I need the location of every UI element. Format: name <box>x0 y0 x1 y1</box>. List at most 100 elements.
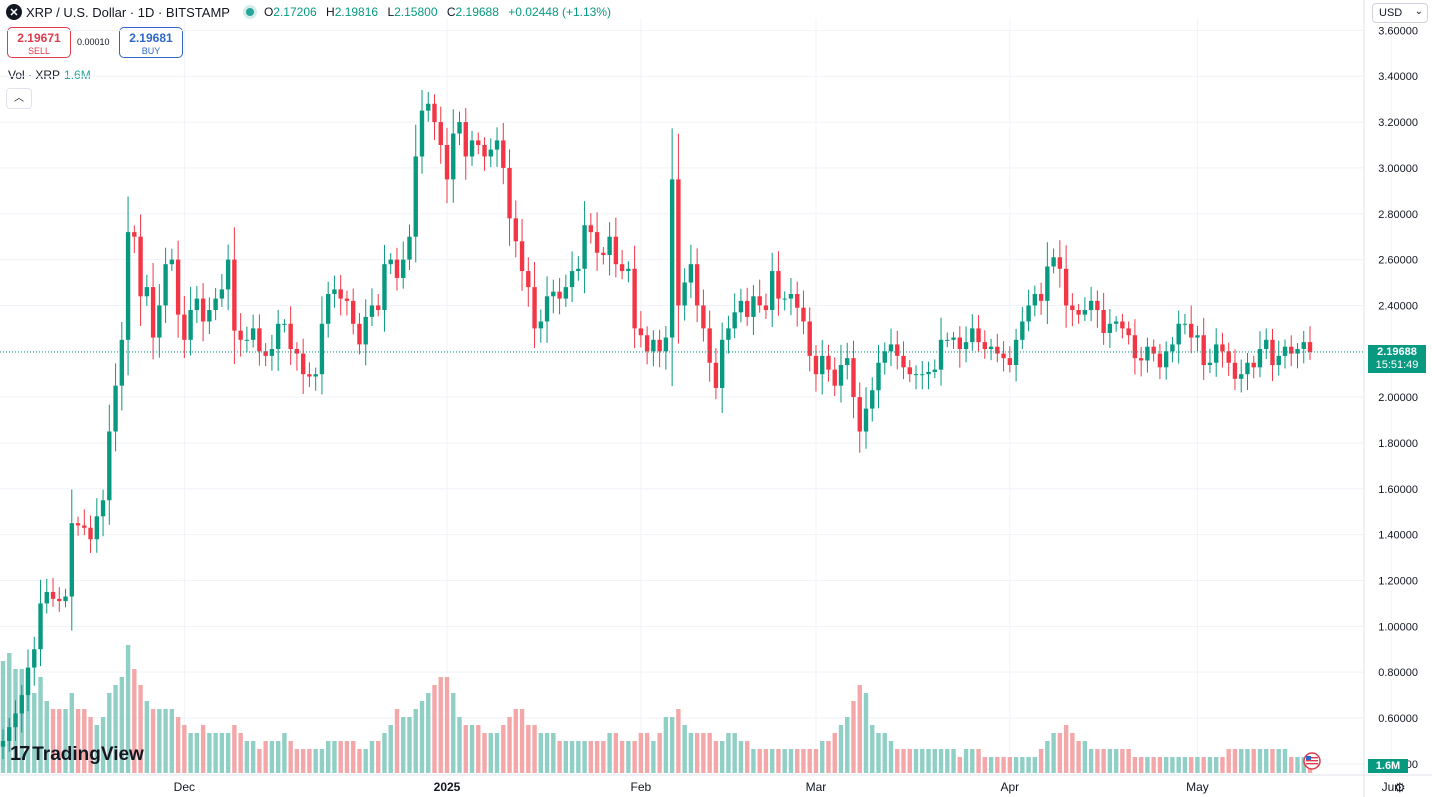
candle-body <box>1151 346 1156 354</box>
volume-bar <box>963 749 969 773</box>
candle-body <box>1026 305 1031 322</box>
volume-bar <box>1088 749 1094 773</box>
x-tick-label: Apr <box>1000 780 1019 794</box>
volume-bar <box>694 733 700 773</box>
candle-body <box>832 369 837 386</box>
symbol-title[interactable]: XRP / U.S. Dollar · 1D · BITSTAMP <box>26 4 230 20</box>
volume-bar <box>150 709 156 773</box>
volume-bar <box>188 733 193 773</box>
candle-body <box>107 431 112 501</box>
volume-bar <box>932 749 937 773</box>
candle-body <box>1001 353 1006 359</box>
last-price-value: 2.19688 <box>1377 346 1417 358</box>
candle-body <box>1201 335 1206 366</box>
candle-body <box>1239 374 1244 379</box>
candle-body <box>1307 342 1313 352</box>
candle-body <box>694 264 700 306</box>
volume-bar <box>1082 741 1088 773</box>
volume-bar <box>382 733 387 773</box>
candle-body <box>88 527 93 540</box>
candle-body <box>394 259 400 278</box>
candle-body <box>313 374 318 377</box>
gear-icon[interactable]: ⚙ <box>1394 780 1406 795</box>
volume-bar <box>363 749 368 773</box>
volume-bar <box>1220 757 1225 773</box>
volume-bar <box>601 741 606 773</box>
volume-bar <box>325 741 331 773</box>
candle-body <box>1120 321 1125 329</box>
volume-bar <box>1170 757 1175 773</box>
volume-bar <box>457 717 462 773</box>
collapse-legend-button[interactable]: ︿ <box>6 88 32 109</box>
volume-bar <box>763 749 769 773</box>
candle-body <box>557 291 562 299</box>
volume-bar <box>200 725 206 773</box>
buy-button[interactable]: 2.19681 BUY <box>119 27 183 58</box>
volume-bar <box>988 757 994 773</box>
candle-body <box>1051 257 1056 267</box>
candle-body <box>232 259 237 331</box>
candle-body <box>1295 348 1300 354</box>
volume-bar <box>538 733 543 773</box>
branding-name: TradingView <box>32 743 144 765</box>
volume-legend[interactable]: Vol · XRP 1.6M <box>8 68 91 82</box>
y-tick-label: 1.60000 <box>1378 484 1418 496</box>
volume-bar <box>907 749 912 773</box>
candle-body <box>488 149 493 157</box>
volume-bar <box>1289 757 1294 773</box>
volume-bar <box>1038 749 1044 773</box>
candle-body <box>1195 335 1200 338</box>
volume-bar <box>1126 749 1131 773</box>
candle-body <box>1170 344 1175 352</box>
market-status-icon[interactable] <box>245 8 254 16</box>
x-tick-label: Dec <box>174 780 195 794</box>
currency-select[interactable]: USD ⌄ <box>1372 3 1428 23</box>
candle-body <box>1107 323 1113 333</box>
candle-body <box>901 355 906 368</box>
candle-body <box>219 289 225 299</box>
candle-body <box>1057 257 1063 269</box>
volume-bar <box>588 741 594 773</box>
candle-body <box>1264 339 1269 349</box>
candle-body <box>250 328 256 340</box>
x-axis: Dec2025FebMarAprMayJunJul <box>0 774 1432 794</box>
candle-body <box>1232 362 1238 379</box>
sell-button[interactable]: 2.19671 SELL <box>7 27 71 58</box>
volume-bar <box>432 685 437 773</box>
volume-bar <box>307 749 312 773</box>
volume-bar <box>519 709 525 773</box>
volume-bar <box>1007 757 1013 773</box>
candle-body <box>851 358 856 398</box>
us-flag-icon[interactable] <box>1298 752 1324 770</box>
candle-body <box>332 289 337 294</box>
candle-body <box>25 667 31 696</box>
volume-bar <box>294 749 300 773</box>
candle-body <box>795 293 800 308</box>
y-tick-label: 1.20000 <box>1378 575 1418 587</box>
y-tick-label: 3.40000 <box>1378 71 1418 83</box>
candle-body <box>1188 323 1194 338</box>
candle-body <box>75 523 81 526</box>
candle-body <box>601 252 606 256</box>
volume-bar <box>488 733 493 773</box>
candle-body <box>926 371 931 375</box>
candle-body <box>638 328 644 336</box>
volume-bar <box>438 677 443 773</box>
candle-body <box>588 225 594 233</box>
grid-lines <box>0 18 1392 775</box>
volume-bar <box>1176 757 1181 773</box>
volume-bar <box>563 741 569 773</box>
volume-bar <box>482 733 487 773</box>
candle-body <box>444 145 450 180</box>
candle-body <box>1245 362 1250 375</box>
candle-body <box>169 259 175 265</box>
volume-bar <box>207 733 212 773</box>
candle-body <box>507 167 512 219</box>
candle-body <box>988 346 994 349</box>
volume-bar <box>238 733 243 773</box>
volume-bar <box>1070 733 1075 773</box>
candle-body <box>951 337 956 340</box>
y-tick-label: 2.60000 <box>1378 255 1418 267</box>
